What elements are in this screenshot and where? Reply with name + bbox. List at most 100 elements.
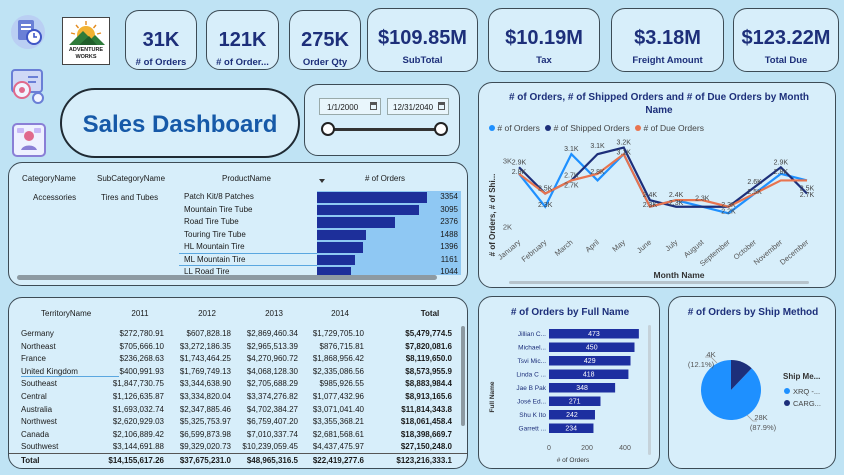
product-name-cell: Patch Kit/8 Patches — [184, 192, 254, 201]
amount-cell: $3,374,276.82 — [246, 392, 298, 401]
bar[interactable] — [549, 342, 635, 353]
territory-sales-table: TerritoryName 2011 2012 2013 2014 Total Germa… — [8, 297, 468, 469]
end-date-input[interactable]: 12/31/2040 — [387, 98, 449, 115]
table-row[interactable]: United Kingdom $400,991.93 $1,769,749.13 $4… — [9, 365, 467, 378]
amount-cell: $123,216,333.1 — [396, 456, 452, 465]
bar[interactable] — [549, 396, 601, 407]
support-icon[interactable] — [10, 120, 48, 160]
y-axis-label: # of Orders, # of Shi... — [488, 174, 497, 257]
table-row[interactable]: Northwest $2,620,929.03 $5,325,753.97 $6,75… — [9, 415, 467, 428]
amount-cell: $2,347,885.46 — [179, 404, 231, 414]
table-row[interactable]: Canada $2,106,889.42 $6,599,873.98 $7,010,3… — [9, 428, 467, 441]
horizontal-scrollbar[interactable] — [17, 275, 437, 280]
date-range-start-handle[interactable] — [321, 122, 335, 136]
amount-cell: $18,061,458.4 — [400, 417, 452, 427]
orders-data-bar — [317, 254, 356, 265]
column-header[interactable]: 2012 — [198, 309, 216, 318]
data-label: 2.3K — [538, 202, 553, 209]
table-row[interactable]: Central $1,126,635.87 $3,334,820.04 $3,374,… — [9, 390, 467, 403]
settings-icon[interactable] — [8, 64, 48, 106]
table-row[interactable]: HL Mountain Tire 1396 — [179, 241, 461, 254]
data-label: 2.5K — [747, 189, 762, 196]
column-header-subcategory[interactable]: SubCategoryName — [97, 174, 166, 183]
bar[interactable] — [549, 423, 594, 434]
amount-cell: $2,705,688.29 — [246, 379, 298, 389]
table-row[interactable]: Mountain Tire Tube 3095 — [179, 203, 461, 216]
data-label: 3.1K — [564, 146, 579, 153]
chart-title: # of Orders by Full Name — [510, 307, 630, 318]
table-row[interactable]: Southeast $1,847,730.75 $3,344,638.90 $2,70… — [9, 377, 467, 390]
table-row[interactable]: Northeast $705,666.10 $3,272,186.35 $2,965,… — [9, 340, 467, 353]
table-row[interactable]: Germany $272,780.91 $607,828.18 $2,869,460.… — [9, 327, 467, 340]
column-header[interactable]: Total — [420, 309, 440, 318]
legend-item[interactable]: CARG... — [793, 399, 821, 408]
table-row[interactable]: France $236,268.63 $1,743,464.25 $4,270,960… — [9, 352, 467, 365]
legend-orders[interactable]: # of Orders — [497, 123, 540, 133]
table-row[interactable]: Patch Kit/8 Patches 3354 — [179, 191, 461, 204]
bar[interactable] — [549, 383, 616, 393]
amount-cell: $4,437,475.97 — [312, 442, 364, 452]
table-row[interactable]: LL Road Tire 1044 — [179, 266, 461, 275]
table-row[interactable]: Road Tire Tube 2376 — [179, 216, 461, 229]
territory-name-cell: Central — [21, 392, 47, 401]
data-label: 2.8K — [590, 169, 605, 176]
total-row[interactable]: Total $14,155,617.26 $37,675,231.0 $48,965,… — [9, 453, 467, 466]
pie-label: 28K — [754, 413, 767, 422]
kpi-value: $123.22M — [741, 27, 831, 49]
kpi-value: 275K — [301, 29, 349, 51]
start-date-input[interactable]: 1/1/2000 — [319, 98, 381, 115]
legend-dot-due — [635, 125, 642, 131]
calendar-icon[interactable] — [438, 102, 445, 110]
amount-cell: $985,926.55 — [319, 379, 365, 389]
amount-cell: $2,869,460.34 — [246, 329, 298, 338]
x-tick-label: June — [635, 238, 653, 255]
territory-name-cell: Total — [21, 456, 40, 465]
vertical-scrollbar — [648, 325, 651, 455]
data-label: 2.9K — [512, 159, 527, 166]
data-label: 2.2K — [721, 209, 736, 216]
table-row[interactable]: ML Mountain Tire 1161 — [179, 253, 461, 266]
table-row[interactable]: Touring Tire Tube 1488 — [179, 228, 461, 241]
bar-value-label: 473 — [588, 331, 600, 338]
legend-due[interactable]: # of Due Orders — [643, 123, 704, 133]
sort-arrow-icon[interactable] — [319, 179, 325, 183]
pie-slice[interactable] — [731, 360, 752, 390]
column-header-category[interactable]: CategoryName — [22, 174, 76, 183]
product-name-cell: Mountain Tire Tube — [184, 204, 253, 214]
table-row[interactable]: Southwest $3,144,691.88 $9,329,020.73 $10,2… — [9, 440, 467, 453]
amount-cell: $2,620,929.03 — [112, 417, 164, 427]
column-header[interactable]: 2014 — [331, 309, 349, 318]
vertical-scrollbar[interactable] — [461, 326, 465, 426]
report-icon[interactable] — [8, 12, 48, 52]
line-chart-plot: 3K 2K # of Orders, # of Shi... 2.9K 2.8K 2.5K… — [488, 140, 815, 284]
column-header-product[interactable]: ProductName — [222, 174, 271, 183]
amount-cell: $7,010,337.74 — [246, 429, 298, 439]
data-label: 3.2K — [617, 140, 632, 147]
orders-value-cell: 1488 — [440, 229, 458, 239]
bar[interactable] — [549, 410, 595, 420]
y-axis-label: Full Name — [489, 381, 496, 412]
amount-cell: $8,883,984.4 — [405, 379, 452, 389]
calendar-icon[interactable] — [370, 102, 377, 110]
legend-shipped[interactable]: # of Shipped Orders — [553, 123, 630, 133]
amount-cell: $2,106,889.42 — [112, 429, 164, 439]
orders-value-cell: 3095 — [440, 204, 458, 214]
bar[interactable] — [549, 356, 631, 366]
bar-value-label: 242 — [566, 412, 578, 419]
date-range-end-handle[interactable] — [434, 122, 448, 136]
x-tick-label: December — [778, 237, 811, 266]
bar[interactable] — [549, 369, 629, 380]
amount-cell: $4,270,960.72 — [246, 354, 298, 364]
column-header[interactable]: TerritoryName — [41, 309, 92, 318]
kpi-orders-card: 31K # of Orders — [125, 10, 197, 70]
table-row[interactable]: Australia $1,693,032.74 $2,347,885.46 $4,70… — [9, 403, 467, 416]
column-header[interactable]: 2013 — [265, 309, 283, 318]
column-header[interactable]: 2011 — [131, 309, 149, 318]
kpi-value: $3.18M — [634, 27, 701, 49]
column-header-orders[interactable]: # of Orders — [365, 174, 406, 183]
kpi-label: Freight Amount — [632, 55, 703, 66]
bar[interactable] — [549, 329, 639, 339]
amount-cell: $400,991.93 — [119, 366, 165, 376]
territory-name-cell: United Kingdom — [21, 367, 119, 377]
legend-item[interactable]: XRQ -... — [793, 387, 820, 396]
